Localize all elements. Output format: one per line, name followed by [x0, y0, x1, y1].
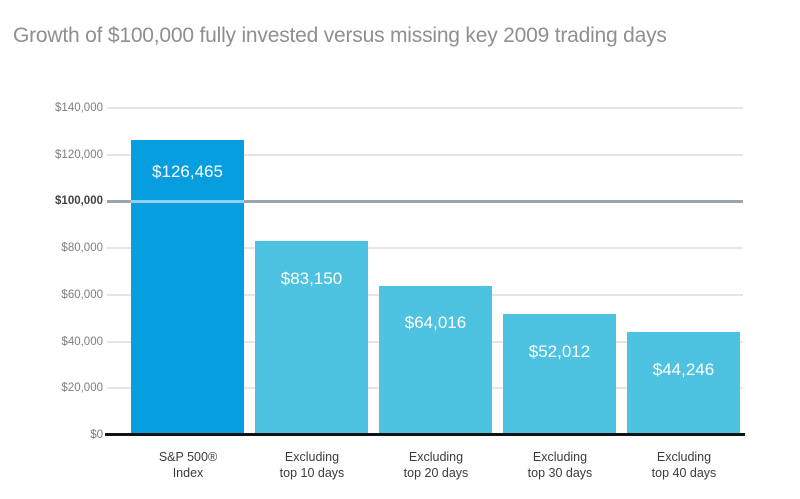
x-axis-line: [105, 433, 745, 436]
category-label: Excluding top 30 days: [490, 450, 630, 481]
chart-title: Growth of $100,000 fully invested versus…: [13, 24, 667, 47]
bar: [379, 285, 492, 435]
category-label-line: top 10 days: [279, 465, 345, 480]
bar: [503, 313, 616, 435]
category-label-line: Index: [172, 465, 204, 480]
bar: [131, 139, 244, 435]
bar: [627, 331, 740, 435]
gridline: [107, 247, 743, 249]
category-label-line: S&P 500®: [158, 450, 218, 464]
category-label-line: Excluding: [284, 450, 340, 464]
y-tick-label: $60,000: [61, 289, 103, 301]
y-tick-label: $20,000: [61, 382, 103, 394]
y-tick-label: $100,000: [55, 195, 103, 207]
bar-value-label: $52,012: [528, 342, 591, 361]
category-label: Excluding top 20 days: [366, 450, 506, 481]
y-tick-label: $80,000: [61, 242, 103, 254]
category-label-line: top 20 days: [403, 465, 469, 480]
category-label: Excluding top 10 days: [242, 450, 382, 481]
highlight-gridline-overlay: [131, 200, 244, 203]
category-label-line: Excluding: [656, 450, 712, 464]
category-label: S&P 500® Index: [118, 450, 258, 481]
category-label-line: top 40 days: [651, 465, 717, 480]
bar: [255, 240, 368, 435]
bar-value-label: $83,150: [280, 269, 343, 288]
category-label-line: Excluding: [408, 450, 464, 464]
bar-value-label: $44,246: [652, 360, 715, 379]
gridline: [107, 154, 743, 156]
gridline: [107, 107, 743, 109]
y-tick-label: $0: [90, 429, 103, 441]
category-label: Excluding top 40 days: [614, 450, 754, 481]
category-label-line: top 30 days: [527, 465, 593, 480]
bar-value-label: $126,465: [152, 162, 223, 181]
y-tick-label: $140,000: [55, 102, 103, 114]
category-label-line: Excluding: [532, 450, 588, 464]
y-tick-label: $40,000: [61, 336, 103, 348]
bar-value-label: $64,016: [404, 313, 467, 332]
highlight-gridline: [107, 200, 743, 203]
y-tick-label: $120,000: [55, 149, 103, 161]
